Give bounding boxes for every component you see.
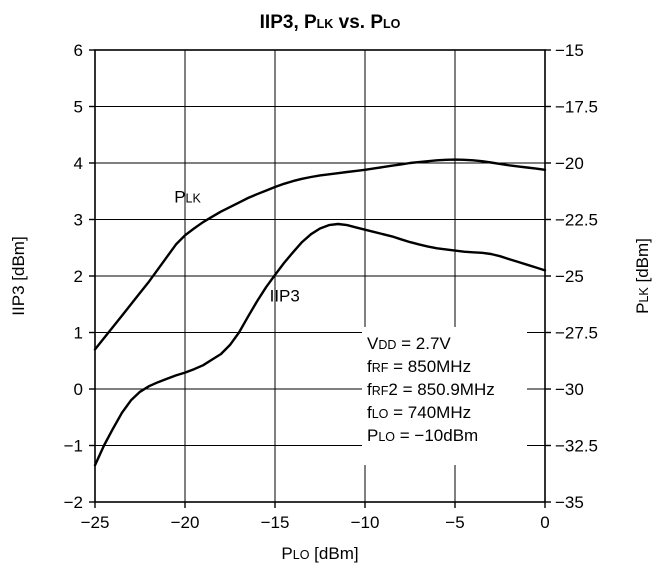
left-axis-ticks: −2 −1 0 1 2 3 4 5 6 bbox=[64, 41, 95, 512]
chart-title: IIP3, PLK vs. PLO bbox=[260, 12, 401, 33]
right-tick-label-0: −35 bbox=[555, 493, 584, 512]
series-label-plk: PLK bbox=[174, 188, 201, 207]
condition-line-1: fRF = 850MHz bbox=[367, 357, 471, 376]
series-labels: IIP3 PLK bbox=[174, 188, 300, 306]
x-tick-label-3: −10 bbox=[351, 513, 380, 532]
right-axis-label: PLK [dBm] bbox=[633, 238, 652, 314]
series-line-iip3 bbox=[93, 222, 547, 467]
condition-line-4: PLO = −10dBm bbox=[367, 426, 478, 445]
x-tick-label-1: −20 bbox=[171, 513, 200, 532]
right-tick-label-8: −15 bbox=[555, 41, 584, 60]
x-tick-label-5: 0 bbox=[540, 513, 549, 532]
condition-line-0: VDD = 2.7V bbox=[367, 334, 451, 353]
left-tick-label-6: 4 bbox=[74, 154, 83, 173]
left-tick-label-8: 6 bbox=[74, 41, 83, 60]
x-tick-label-2: −15 bbox=[261, 513, 290, 532]
right-tick-label-5: −22.5 bbox=[555, 211, 598, 230]
series-label-iip3: IIP3 bbox=[270, 286, 300, 305]
left-tick-label-1: −1 bbox=[64, 437, 83, 456]
left-tick-label-0: −2 bbox=[64, 493, 83, 512]
x-tick-label-4: −5 bbox=[445, 513, 464, 532]
right-tick-label-7: −17.5 bbox=[555, 98, 598, 117]
conditions-box bbox=[362, 327, 527, 465]
right-tick-label-4: −25 bbox=[555, 267, 584, 286]
conditions-text: VDD = 2.7V fRF = 850MHz fRF2 = 850.9MHz fLO… bbox=[367, 334, 495, 445]
condition-line-3: fLO = 740MHz bbox=[367, 403, 471, 422]
left-axis-label: IIP3 [dBm] bbox=[9, 236, 28, 315]
right-tick-label-3: −27.5 bbox=[555, 324, 598, 343]
right-axis-ticks: −35 −32.5 −30 −27.5 −25 −22.5 −20 −17.5 −15 bbox=[545, 41, 598, 512]
condition-line-2: fRF2 = 850.9MHz bbox=[367, 380, 495, 399]
x-tick-label-0: −25 bbox=[81, 513, 110, 532]
right-tick-label-1: −32.5 bbox=[555, 437, 598, 456]
series-lines bbox=[93, 158, 547, 467]
left-tick-label-5: 3 bbox=[74, 211, 83, 230]
x-axis-ticks: −25 −20 −15 −10 −5 0 bbox=[81, 502, 550, 532]
x-axis-label: PLO [dBm] bbox=[281, 544, 358, 563]
series-line-plk bbox=[93, 158, 547, 351]
left-tick-label-7: 5 bbox=[74, 98, 83, 117]
left-tick-label-3: 1 bbox=[74, 324, 83, 343]
left-tick-label-4: 2 bbox=[74, 267, 83, 286]
left-tick-label-2: 0 bbox=[74, 380, 83, 399]
right-tick-label-2: −30 bbox=[555, 380, 584, 399]
right-tick-label-6: −20 bbox=[555, 154, 584, 173]
